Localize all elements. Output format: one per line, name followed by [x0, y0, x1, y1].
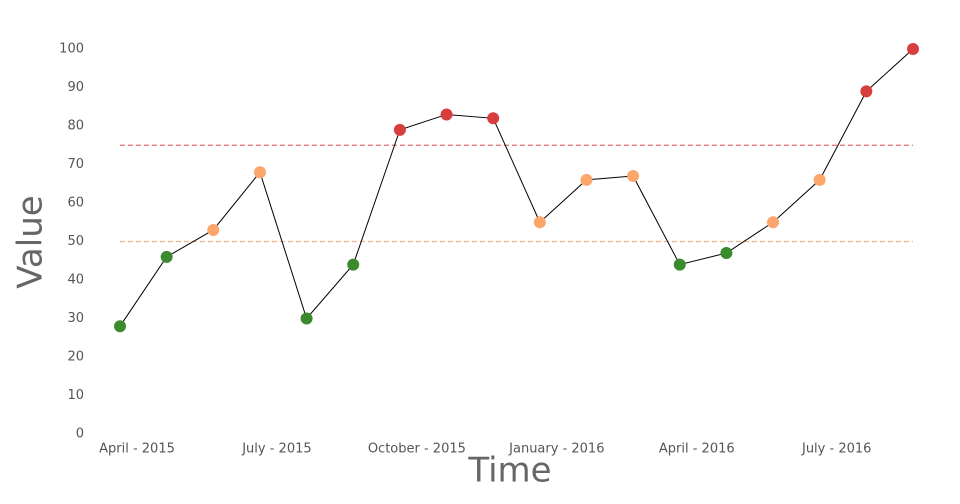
point — [300, 312, 313, 325]
y-tick-label: 30 — [67, 311, 84, 326]
point — [673, 258, 686, 271]
point — [487, 112, 500, 125]
point — [860, 85, 873, 98]
y-tick-label: 0 — [76, 427, 84, 442]
y-tick-label: 80 — [67, 119, 84, 134]
point — [393, 123, 406, 136]
y-tick-label: 40 — [67, 273, 84, 288]
x-tick-label: January - 2016 — [508, 442, 604, 457]
point — [813, 173, 826, 186]
point — [347, 258, 360, 271]
x-tick-label: July - 2016 — [801, 442, 871, 457]
point — [160, 250, 173, 263]
y-tick-label: 90 — [67, 80, 84, 95]
point — [767, 216, 780, 229]
point — [253, 166, 266, 179]
y-tick-label: 70 — [67, 157, 84, 172]
y-tick-label: 10 — [67, 388, 84, 403]
point — [207, 223, 220, 236]
point — [627, 170, 640, 183]
point — [114, 320, 126, 333]
y-tick-label: 20 — [67, 350, 84, 365]
y-tick-label: 60 — [67, 196, 84, 211]
y-tick-label: 50 — [67, 234, 84, 249]
y-axis-title: Value — [11, 195, 51, 288]
y-tick-label: 100 — [59, 42, 84, 57]
line — [119, 48, 914, 327]
x-tick-label: April - 2016 — [659, 442, 735, 457]
point — [440, 108, 453, 121]
x-tick-label: October - 2015 — [368, 442, 466, 457]
x-axis-title: Time — [467, 451, 551, 491]
point — [533, 216, 546, 229]
x-tick-label: April - 2015 — [99, 442, 175, 457]
point — [580, 173, 593, 186]
point — [720, 247, 733, 260]
x-tick-label: July - 2015 — [241, 442, 311, 457]
point — [907, 43, 919, 55]
